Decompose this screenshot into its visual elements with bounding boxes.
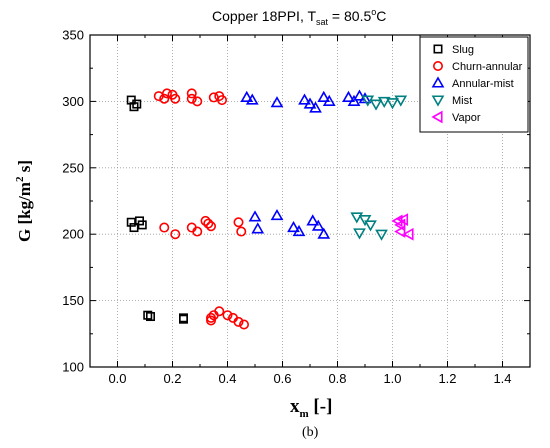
legend-label-churn-annular: Churn-annular (452, 61, 523, 73)
panel-label: (b) (302, 425, 319, 440)
point-vapor (394, 218, 406, 232)
point-annular-mist (317, 90, 331, 102)
point-churn-annular (233, 316, 244, 327)
x-tick-label: 1.0 (383, 371, 401, 386)
point-annular-mist (251, 222, 265, 234)
point-annular-mist (287, 220, 300, 233)
point-annular-mist (322, 94, 336, 106)
point-slug (132, 99, 142, 109)
point-churn-annular (236, 226, 247, 237)
point-churn-annular (214, 306, 225, 317)
x-tick-label: 0.4 (218, 371, 236, 386)
point-annular-mist (317, 227, 331, 239)
legend-label-annular-mist: Annular-mist (452, 78, 514, 90)
y-tick-label: 150 (62, 293, 84, 308)
x-tick-label: 0.0 (108, 371, 126, 386)
point-churn-annular (170, 93, 181, 104)
x-tick-label: 1.2 (438, 371, 456, 386)
point-annular-mist (298, 93, 311, 105)
point-annular-mist (358, 92, 372, 104)
x-tick-label: 1.4 (493, 371, 511, 386)
point-vapor (396, 213, 409, 226)
legend-marker-churn-annular (432, 60, 443, 71)
point-churn-annular (217, 95, 228, 106)
point-mist (353, 228, 366, 240)
point-slug (137, 220, 147, 230)
legend-marker-mist (431, 95, 445, 107)
point-annular-mist (303, 97, 317, 109)
point-churn-annular (159, 222, 170, 233)
point-mist (369, 99, 383, 111)
axis-ticks: 0.0 0.2 0.4 0.6 0.8 1.0 1.2 1.4 100 150 200 250 300 3… (62, 28, 530, 386)
point-churn-annular (200, 215, 211, 226)
y-axis-label: G [kg/m2 s] (14, 160, 34, 242)
legend: Slug Churn-annular Annular-mist Mist Vapor (419, 36, 529, 133)
legend-label-slug: Slug (452, 44, 474, 56)
legend-marker-slug (433, 44, 443, 54)
point-annular-mist (311, 219, 325, 231)
point-churn-annular (186, 93, 197, 104)
point-slug (179, 314, 189, 324)
point-mist (377, 96, 391, 109)
point-annular-mist (309, 101, 322, 113)
point-slug (129, 223, 139, 233)
y-tick-label: 250 (62, 160, 84, 175)
y-tick-label: 300 (62, 94, 84, 109)
point-churn-annular (192, 226, 203, 237)
point-annular-mist (292, 224, 306, 237)
point-churn-annular (162, 88, 173, 99)
plot-frame (89, 34, 531, 368)
legend-label-mist: Mist (452, 95, 472, 107)
x-tick-label: 0.8 (328, 371, 346, 386)
point-mist (361, 95, 375, 107)
point-mist (375, 229, 388, 241)
point-annular-mist (347, 94, 361, 106)
point-churn-annular (159, 93, 170, 104)
y-tick-label: 100 (62, 360, 84, 375)
point-annular-mist (245, 93, 259, 105)
point-mist (394, 95, 408, 107)
legend-marker-annular-mist (431, 76, 445, 88)
point-annular-mist (353, 89, 366, 101)
legend-label-vapor: Vapor (452, 112, 481, 124)
point-slug (143, 310, 153, 320)
point-slug (146, 312, 156, 322)
x-tick-label: 0.2 (163, 371, 181, 386)
point-churn-annular (192, 96, 203, 107)
point-churn-annular (233, 217, 244, 228)
point-vapor (394, 225, 406, 238)
point-churn-annular (206, 315, 217, 326)
point-annular-mist (342, 90, 355, 102)
y-tick-label: 350 (62, 28, 84, 43)
point-annular-mist (270, 208, 284, 221)
x-tick-label: 0.6 (273, 371, 291, 386)
point-churn-annular (222, 310, 233, 321)
point-churn-annular (170, 229, 181, 240)
point-mist (364, 220, 377, 232)
point-annular-mist (240, 90, 254, 102)
point-vapor (402, 227, 414, 241)
point-annular-mist (248, 210, 262, 222)
point-churn-annular (186, 88, 197, 99)
data-points (126, 88, 414, 330)
point-annular-mist (270, 96, 284, 108)
point-slug (129, 102, 139, 112)
point-mist (386, 98, 399, 110)
y-tick-label: 200 (62, 227, 84, 242)
point-annular-mist (306, 214, 320, 226)
point-churn-annular (206, 221, 217, 232)
chart-title: Copper 18PPI, Tsat = 80.5oC (212, 7, 386, 27)
point-churn-annular (203, 218, 214, 229)
point-churn-annular (239, 319, 250, 330)
legend-marker-vapor (431, 110, 443, 124)
point-mist (358, 215, 372, 227)
point-mist (350, 212, 364, 224)
point-slug (126, 217, 136, 227)
x-axis-label: xm [-] (290, 396, 332, 420)
